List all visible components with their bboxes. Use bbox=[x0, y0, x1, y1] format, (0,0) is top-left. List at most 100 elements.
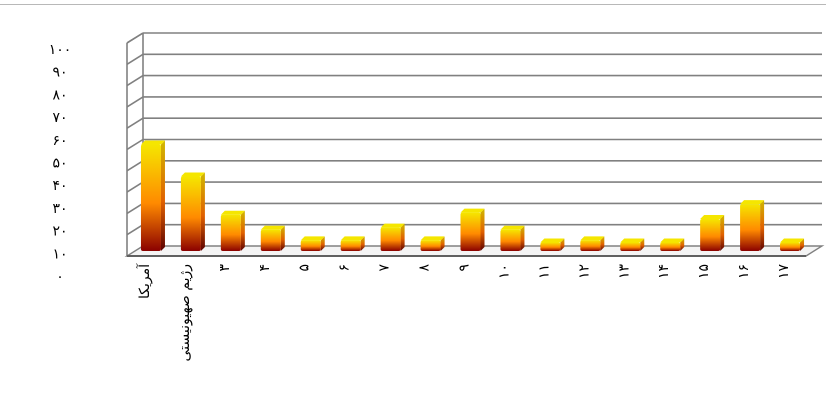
top-rule bbox=[0, 4, 826, 5]
bar-front bbox=[260, 229, 281, 251]
bar-top bbox=[300, 236, 325, 241]
x-tick-label: ۱۵ bbox=[696, 264, 712, 279]
x-tick-label: ۶ bbox=[337, 264, 353, 272]
bar-top bbox=[380, 223, 405, 228]
bar bbox=[220, 210, 245, 251]
gridline-wall bbox=[126, 138, 144, 151]
x-tick-label: ۱۲ bbox=[576, 264, 592, 279]
y-tick-label: ۷۰ bbox=[52, 110, 67, 126]
bar-front bbox=[780, 242, 801, 251]
x-tick-label: ۱۳ bbox=[616, 264, 632, 280]
y-tick-label: ۱۰۰ bbox=[49, 42, 72, 58]
bar-side bbox=[720, 215, 725, 251]
bar-side bbox=[320, 236, 325, 251]
x-tick-label: ۱۷ bbox=[776, 264, 792, 280]
y-tick-label: ۸۰ bbox=[52, 87, 67, 103]
bar-top bbox=[220, 210, 245, 215]
bar bbox=[260, 225, 285, 251]
bar-front bbox=[340, 240, 361, 251]
bar-front bbox=[660, 242, 681, 251]
bar-front bbox=[700, 219, 721, 251]
bar-top bbox=[540, 238, 565, 243]
x-tick-label: ۹ bbox=[457, 264, 473, 272]
x-tick-label: آمریکا bbox=[136, 263, 153, 299]
gridline-wall bbox=[126, 202, 144, 215]
gridlines bbox=[124, 32, 825, 257]
x-tick-label: ۱۴ bbox=[656, 264, 672, 279]
bar-front bbox=[140, 144, 161, 251]
bar-front bbox=[500, 229, 521, 251]
bar bbox=[620, 238, 645, 251]
bar-side bbox=[800, 238, 805, 251]
x-tick-label: ۱۰ bbox=[496, 264, 512, 279]
bar bbox=[340, 236, 365, 251]
bar-top bbox=[740, 200, 765, 205]
bar-side bbox=[440, 236, 445, 251]
bar-side bbox=[760, 200, 765, 251]
bar bbox=[420, 236, 445, 251]
bar bbox=[300, 236, 325, 251]
bar bbox=[460, 208, 485, 251]
bar-side bbox=[600, 236, 605, 251]
x-tick-label: ۱۶ bbox=[736, 264, 752, 279]
gridline-wall bbox=[126, 117, 144, 129]
bar-side bbox=[520, 225, 525, 251]
bar-top bbox=[780, 238, 805, 243]
bar-top bbox=[260, 225, 285, 230]
bar-front bbox=[460, 212, 481, 251]
bar-side bbox=[360, 236, 365, 251]
x-axis-labels: آمریکا رژیم صهیونیستی ۳ ۴ ۵ ۶ ۷ ۸ ۹ ۱۰ ۱۱ ۱۲ ۱۳ ۱۴ ۱۵ ۱… bbox=[136, 263, 792, 362]
gridline-wall bbox=[126, 181, 144, 193]
gridline-wall bbox=[126, 160, 144, 172]
gridline-wall bbox=[126, 224, 144, 236]
bar-front bbox=[380, 227, 401, 251]
bar-side bbox=[280, 225, 285, 251]
bar-side bbox=[480, 208, 485, 251]
gridline-wall bbox=[126, 53, 144, 65]
bar-top bbox=[140, 140, 165, 145]
bar bbox=[580, 236, 605, 251]
bar bbox=[660, 238, 685, 251]
y-tick-label: ۲۰ bbox=[52, 224, 67, 240]
x-tick-label: ۴ bbox=[257, 264, 273, 272]
bar-side bbox=[560, 238, 565, 251]
bar-top bbox=[460, 208, 485, 213]
bar-top bbox=[620, 238, 645, 243]
bar bbox=[540, 238, 565, 251]
bar-front bbox=[420, 240, 441, 251]
y-tick-label: ۱۰ bbox=[52, 246, 67, 262]
bar-top bbox=[580, 236, 605, 241]
bar bbox=[180, 172, 205, 251]
bar-front bbox=[580, 240, 601, 251]
gridline-wall bbox=[126, 96, 144, 108]
x-tick-label: ۸ bbox=[417, 264, 433, 272]
x-tick-label: ۵ bbox=[297, 264, 313, 272]
bars bbox=[140, 140, 805, 251]
bar-side bbox=[680, 238, 685, 251]
bar bbox=[500, 225, 525, 251]
x-tick-label: ۷ bbox=[377, 264, 393, 272]
bar-side bbox=[400, 223, 405, 251]
bar-top bbox=[700, 215, 725, 220]
y-tick-label: ۹۰ bbox=[52, 65, 67, 81]
gridline-wall bbox=[126, 74, 144, 87]
bar-side bbox=[640, 238, 645, 251]
bar bbox=[700, 215, 725, 251]
bar bbox=[740, 200, 765, 251]
bar bbox=[380, 223, 405, 251]
bar-side bbox=[200, 172, 205, 251]
y-tick-label: ۶۰ bbox=[52, 133, 67, 149]
bar-top bbox=[180, 172, 205, 177]
y-tick-label: ۰ bbox=[56, 269, 64, 285]
y-tick-label: ۳۰ bbox=[52, 201, 67, 217]
y-axis-ticks: ۰ ۱۰ ۲۰ ۳۰ ۴۰ ۵۰ ۶۰ ۷۰ ۸۰ ۹۰ ۱۰۰ bbox=[49, 42, 72, 285]
x-tick-label: ۱۱ bbox=[536, 264, 552, 279]
bar-front bbox=[620, 242, 641, 251]
x-tick-label: ۳ bbox=[217, 264, 233, 272]
bar-side bbox=[160, 140, 165, 251]
bar-front bbox=[740, 204, 761, 251]
left-wall-top bbox=[126, 32, 144, 44]
bar-front bbox=[300, 240, 321, 251]
bar-front bbox=[220, 214, 241, 251]
